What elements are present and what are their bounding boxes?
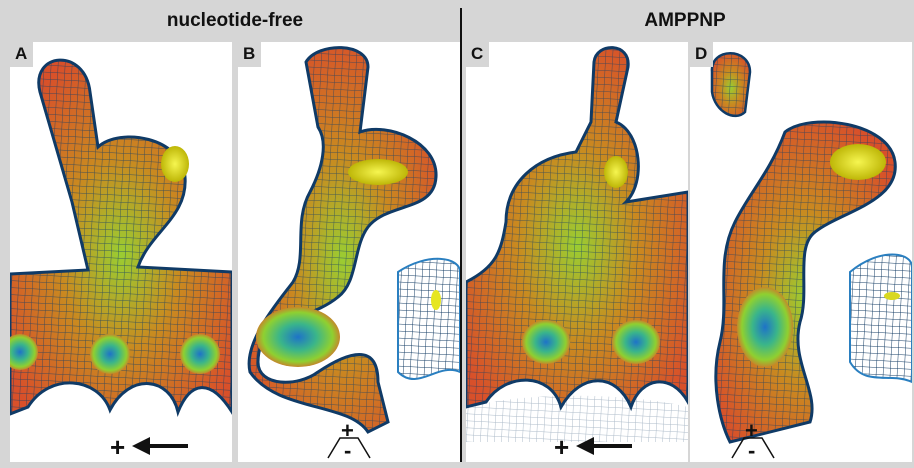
divider — [460, 8, 462, 462]
panel-label: C — [466, 42, 489, 67]
direction-arrow — [132, 436, 192, 456]
density-map — [690, 42, 912, 462]
density-map — [10, 42, 232, 462]
header-title: nucleotide-free — [20, 10, 450, 32]
panel-label: D — [690, 42, 713, 67]
panel: D + - — [690, 42, 912, 462]
panel-label: A — [10, 42, 33, 67]
density-map — [466, 42, 688, 462]
header-title: AMPPNP — [470, 10, 900, 32]
polarity-symbol: - — [748, 440, 755, 462]
direction-arrow — [576, 436, 636, 456]
panel: B + - — [238, 42, 460, 462]
panel: C + — [466, 42, 688, 462]
polarity-symbol: + — [110, 434, 125, 460]
polarity-symbol: + — [554, 434, 569, 460]
density-map — [238, 42, 460, 462]
panel: A + — [10, 42, 232, 462]
polarity-symbol: - — [344, 440, 351, 462]
page: nucleotide-free AMPPNP A + — [0, 0, 914, 468]
panel-label: B — [238, 42, 261, 67]
